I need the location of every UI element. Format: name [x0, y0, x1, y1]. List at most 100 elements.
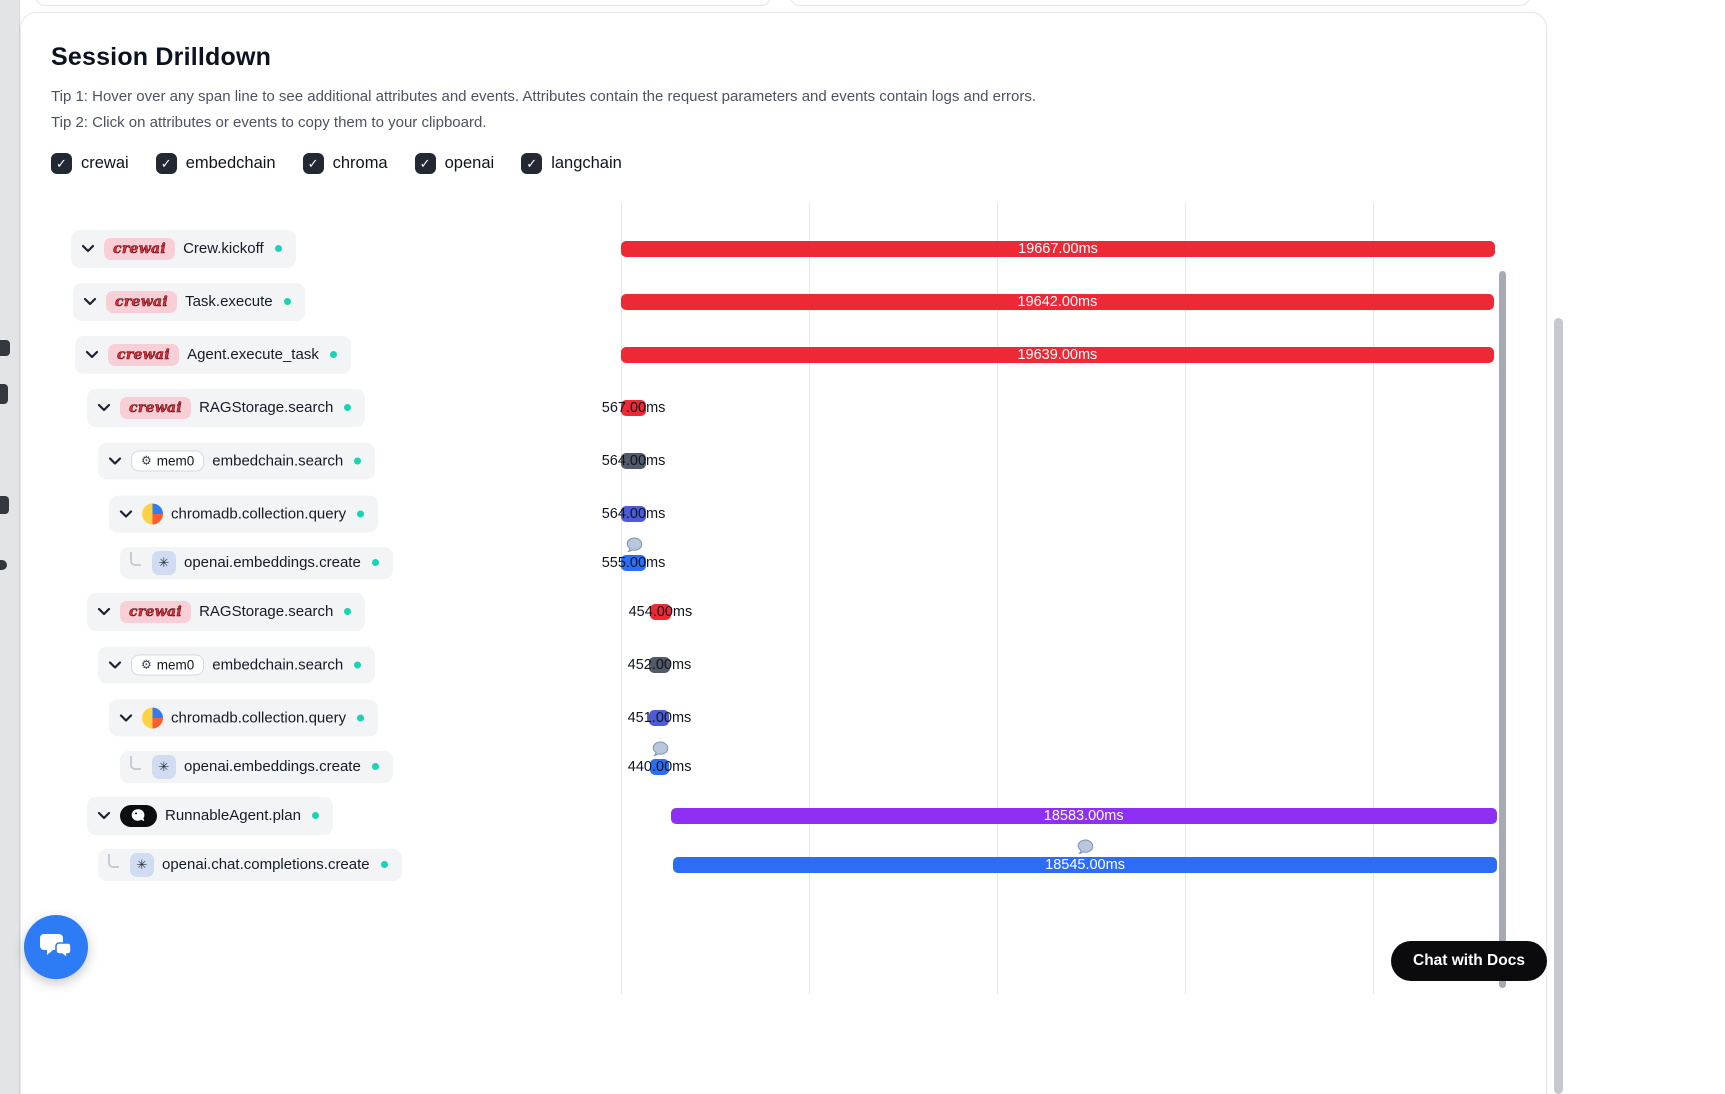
span-label-chromadb.collection.query[interactable]: chromadb.collection.query — [109, 495, 379, 532]
span-label-openai.embeddings.create[interactable]: ✳ openai.embeddings.create — [120, 750, 393, 783]
duration-label: 567.00ms — [601, 399, 666, 416]
chevron-down-icon[interactable] — [119, 509, 133, 518]
span-label-Crew.kickoff[interactable]: crewai Crew.kickoff — [71, 229, 296, 268]
chevron-down-icon[interactable] — [119, 713, 133, 722]
filter-openai[interactable]: ✓ openai — [414, 153, 494, 174]
clipped-sidebar-icon — [0, 560, 7, 570]
filter-embedchain[interactable]: ✓ embedchain — [155, 153, 276, 174]
timeline-gridlines — [21, 203, 1546, 994]
timeline-row-area: 564.00ms — [21, 487, 1531, 540]
span-duration-bar[interactable]: 18545.00ms — [672, 856, 1498, 873]
timeline-row-area: 452.00ms — [21, 638, 1531, 691]
filter-chroma[interactable]: ✓ chroma — [302, 153, 388, 174]
openai-logo-icon: ✳ — [152, 754, 176, 779]
span-name: chromadb.collection.query — [171, 505, 347, 522]
duration-label: 440.00ms — [627, 758, 692, 775]
chevron-down-icon[interactable] — [108, 660, 122, 669]
chevron-down-icon[interactable] — [97, 403, 111, 412]
timeline-row-area: 19667.00ms — [21, 222, 1531, 275]
span-label-embedchain.search[interactable]: ⚙ mem0 embedchain.search — [98, 646, 376, 683]
gridline — [621, 203, 622, 994]
chroma-logo-icon — [142, 503, 163, 524]
chevron-down-icon[interactable] — [81, 244, 95, 253]
langchain-logo — [120, 804, 157, 827]
timeline-row-area: 454.00ms — [21, 585, 1531, 638]
chat-widget-button[interactable] — [24, 915, 88, 979]
span-duration-bar[interactable]: 564.00ms — [602, 505, 665, 522]
span-label-Agent.execute_task[interactable]: crewai Agent.execute_task — [75, 335, 351, 374]
span-label-RAGStorage.search[interactable]: crewai RAGStorage.search — [87, 592, 366, 631]
span-duration-bar[interactable]: 18583.00ms — [670, 807, 1497, 824]
span-name: openai.embeddings.create — [184, 554, 361, 571]
timeline-row-area: 19639.00ms — [21, 328, 1531, 381]
status-dot — [344, 608, 352, 615]
span-label-embedchain.search[interactable]: ⚙ mem0 embedchain.search — [98, 442, 376, 479]
event-bubble-icon[interactable] — [652, 740, 669, 757]
span-duration-bar[interactable]: 452.00ms — [628, 656, 691, 673]
status-dot — [371, 559, 379, 566]
chat-with-docs-button[interactable]: Chat with Docs — [1391, 941, 1547, 981]
mem0-gear-icon: ⚙ — [141, 657, 152, 672]
timeline-row-area: 440.00ms — [21, 740, 1531, 789]
span-label-openai.embeddings.create[interactable]: ✳ openai.embeddings.create — [120, 546, 393, 579]
span-name: RAGStorage.search — [199, 399, 334, 416]
chevron-down-icon[interactable] — [83, 297, 97, 306]
span-duration-bar[interactable]: 564.00ms — [602, 452, 665, 469]
chevron-down-icon[interactable] — [85, 350, 99, 359]
span-duration-bar[interactable]: 451.00ms — [628, 709, 691, 726]
chevron-down-icon[interactable] — [97, 607, 111, 616]
clipped-left-sidebar — [0, 0, 20, 1094]
clipped-sidebar-icon — [0, 496, 9, 514]
trace-row: ✳ openai.chat.completions.create 18545.00m… — [21, 838, 1531, 887]
chat-bubbles-icon — [39, 932, 73, 962]
chevron-down-icon[interactable] — [108, 456, 122, 465]
tree-elbow-connector — [130, 755, 141, 770]
span-label-chromadb.collection.query[interactable]: chromadb.collection.query — [109, 699, 379, 736]
filter-label: langchain — [551, 154, 622, 172]
top-panel-left — [35, 0, 771, 6]
span-duration-bar[interactable]: 440.00ms — [628, 758, 691, 775]
span-duration-bar[interactable]: 19642.00ms — [621, 293, 1494, 310]
clipped-sidebar-icon — [0, 340, 10, 356]
span-duration-bar[interactable]: 555.00ms — [602, 554, 665, 571]
checkbox-checked-icon[interactable]: ✓ — [521, 153, 543, 174]
span-name: openai.chat.completions.create — [162, 856, 370, 873]
timeline-row-area: 564.00ms — [21, 434, 1531, 487]
span-label-openai.chat.completions.create[interactable]: ✳ openai.chat.completions.create — [98, 848, 402, 881]
crewai-logo: crewai — [120, 396, 192, 419]
filter-crewai[interactable]: ✓ crewai — [51, 153, 129, 174]
checkbox-checked-icon[interactable]: ✓ — [414, 153, 436, 174]
crewai-logo: crewai — [104, 237, 176, 260]
span-name: embedchain.search — [212, 452, 344, 469]
checkbox-checked-icon[interactable]: ✓ — [51, 153, 72, 174]
status-dot — [329, 351, 337, 358]
span-label-RAGStorage.search[interactable]: crewai RAGStorage.search — [87, 388, 366, 427]
duration-label: 564.00ms — [601, 505, 666, 522]
event-bubble-icon[interactable] — [1077, 838, 1094, 855]
chevron-down-icon[interactable] — [97, 811, 111, 820]
trace-row: RunnableAgent.plan 18583.00ms — [21, 789, 1531, 842]
span-duration-bar[interactable]: 454.00ms — [629, 603, 692, 620]
mem0-logo: ⚙ mem0 — [131, 450, 205, 471]
trace-vertical-scrollbar[interactable] — [1499, 271, 1506, 988]
duration-label: 19639.00ms — [1017, 346, 1098, 363]
status-dot — [311, 812, 319, 819]
span-name: RAGStorage.search — [199, 603, 334, 620]
duration-label: 18583.00ms — [1043, 807, 1124, 824]
span-label-RunnableAgent.plan[interactable]: RunnableAgent.plan — [87, 796, 333, 835]
crewai-logo: crewai — [106, 290, 178, 313]
checkbox-checked-icon[interactable]: ✓ — [302, 153, 324, 174]
span-name: Task.execute — [185, 293, 273, 310]
tip-1-text: Tip 1: Hover over any span line to see a… — [51, 88, 1037, 105]
span-duration-bar[interactable]: 19639.00ms — [621, 346, 1494, 363]
filter-langchain[interactable]: ✓ langchain — [521, 153, 622, 174]
span-duration-bar[interactable]: 567.00ms — [602, 399, 665, 416]
page-scrollbar[interactable] — [1554, 318, 1563, 1094]
span-duration-bar[interactable]: 19667.00ms — [621, 240, 1495, 257]
span-label-Task.execute[interactable]: crewai Task.execute — [73, 282, 305, 321]
status-dot — [380, 861, 388, 868]
session-drilldown-card: Session Drilldown Tip 1: Hover over any … — [20, 12, 1547, 1094]
checkbox-checked-icon[interactable]: ✓ — [155, 153, 177, 174]
event-bubble-icon[interactable] — [626, 536, 643, 553]
tree-elbow-connector — [108, 853, 119, 868]
